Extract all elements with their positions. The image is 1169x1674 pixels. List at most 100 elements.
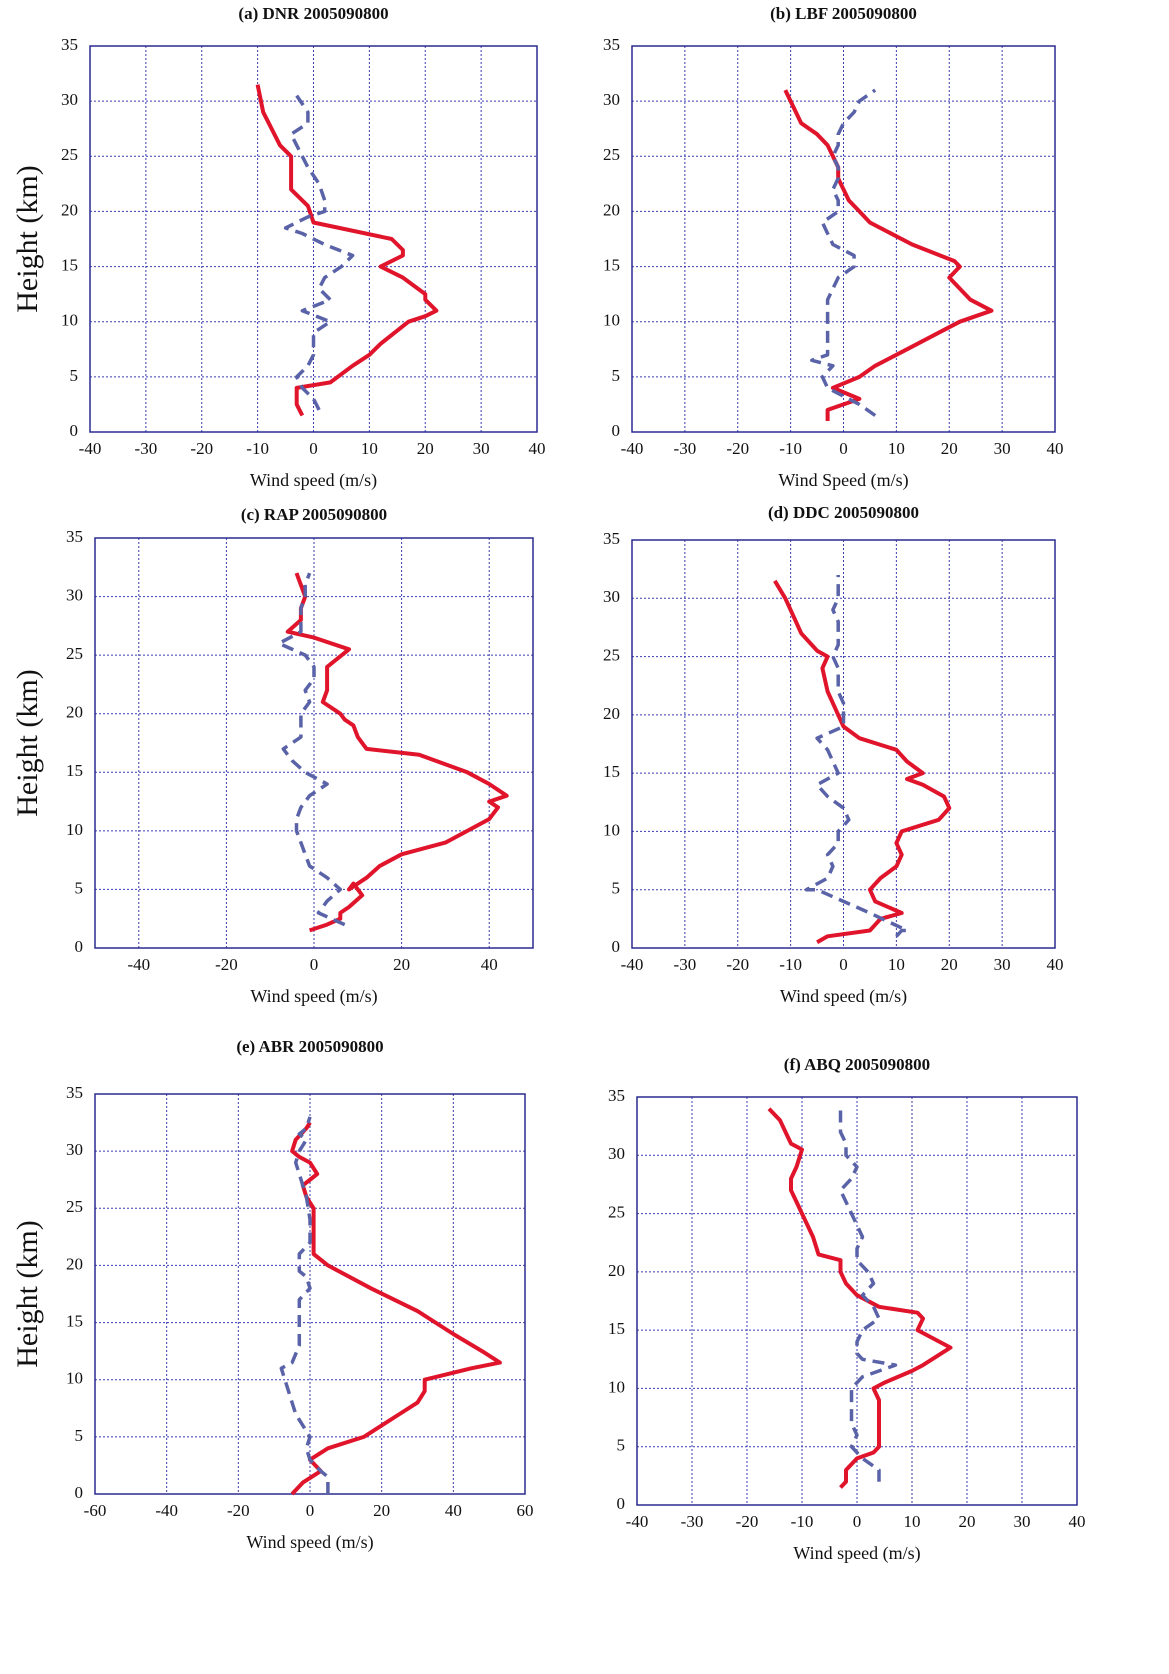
solid-profile xyxy=(290,1121,502,1496)
plot-frame xyxy=(94,1093,526,1495)
panel: (f) ABQ 2005090800 -40 -30 -20 -10 0 10 20 30 40 0… xyxy=(608,1055,1086,1564)
panel-title: (f) ABQ 2005090800 xyxy=(784,1055,930,1074)
plot-frame xyxy=(89,45,538,433)
x-tick-label: 10 xyxy=(888,955,905,974)
y-tick-label: 35 xyxy=(608,1086,625,1105)
y-tick-label: 5 xyxy=(75,1426,84,1445)
x-tick-label: -20 xyxy=(736,1512,759,1531)
x-tick-label: 20 xyxy=(941,955,958,974)
y-tick-label: 25 xyxy=(603,645,620,664)
y-axis-label: Height (km) xyxy=(11,165,44,312)
x-tick-label: 20 xyxy=(417,439,434,458)
x-tick-label: -10 xyxy=(779,439,802,458)
y-tick-label: 5 xyxy=(75,878,84,897)
y-tick-label: 0 xyxy=(75,1483,84,1502)
x-tick-label: 10 xyxy=(888,439,905,458)
panel-title: (d) DDC 2005090800 xyxy=(768,503,919,522)
x-axis-label: Wind speed (m/s) xyxy=(250,986,377,1007)
y-tick-label: 5 xyxy=(70,366,79,385)
y-tick-label: 20 xyxy=(61,200,78,219)
x-tick-label: 40 xyxy=(529,439,546,458)
x-tick-label: 20 xyxy=(393,955,410,974)
plot-frame xyxy=(631,539,1056,949)
x-tick-label: -40 xyxy=(79,439,102,458)
x-tick-label: -60 xyxy=(84,1501,107,1520)
y-tick-label: 5 xyxy=(617,1436,626,1455)
plot-frame xyxy=(631,45,1056,433)
dashed-profile xyxy=(810,88,877,417)
y-tick-label: 5 xyxy=(612,366,621,385)
y-tick-label: 15 xyxy=(603,255,620,274)
y-tick-label: 25 xyxy=(61,145,78,164)
x-tick-label: 0 xyxy=(853,1512,862,1531)
x-tick-label: 20 xyxy=(373,1501,390,1520)
y-tick-label: 25 xyxy=(608,1202,625,1221)
x-tick-label: 40 xyxy=(1047,955,1064,974)
y-tick-label: 0 xyxy=(70,421,79,440)
panel-title: (b) LBF 2005090800 xyxy=(770,4,917,23)
y-tick-label: 15 xyxy=(66,1311,83,1330)
solid-profile xyxy=(783,89,994,421)
y-tick-label: 10 xyxy=(603,311,620,330)
y-tick-label: 20 xyxy=(603,200,620,219)
y-tick-label: 5 xyxy=(612,879,621,898)
x-tick-label: 20 xyxy=(959,1512,976,1531)
x-tick-label: -30 xyxy=(674,439,697,458)
y-tick-label: 20 xyxy=(603,704,620,723)
x-tick-label: 60 xyxy=(517,1501,534,1520)
plot-frame xyxy=(636,1096,1078,1506)
panel: (d) DDC 2005090800 -40 -30 -20 -10 0 10 20 30 40 0… xyxy=(603,503,1064,1007)
x-tick-label: 40 xyxy=(1047,439,1064,458)
x-tick-label: 30 xyxy=(1014,1512,1031,1531)
x-tick-label: -20 xyxy=(227,1501,250,1520)
y-tick-label: 10 xyxy=(66,1369,83,1388)
x-tick-label: -40 xyxy=(621,439,644,458)
y-tick-label: 35 xyxy=(603,35,620,54)
y-tick-label: 25 xyxy=(66,644,83,663)
panel-title: (e) ABR 2005090800 xyxy=(236,1037,383,1056)
x-tick-label: -30 xyxy=(674,955,697,974)
y-tick-label: 30 xyxy=(61,90,78,109)
panel-title: (a) DNR 2005090800 xyxy=(238,4,388,23)
x-tick-label: 0 xyxy=(839,955,848,974)
y-tick-label: 0 xyxy=(612,937,621,956)
x-tick-label: -10 xyxy=(779,955,802,974)
x-axis-label: Wind speed (m/s) xyxy=(793,1543,920,1564)
x-tick-label: -20 xyxy=(190,439,213,458)
solid-profile xyxy=(773,579,952,944)
x-tick-label: 0 xyxy=(306,1501,315,1520)
x-tick-label: 0 xyxy=(309,439,318,458)
x-tick-label: 20 xyxy=(941,439,958,458)
dashed-profile xyxy=(277,572,346,927)
x-tick-label: -30 xyxy=(135,439,158,458)
y-tick-label: 20 xyxy=(66,1254,83,1273)
y-tick-label: 10 xyxy=(603,820,620,839)
x-tick-label: -20 xyxy=(726,955,749,974)
x-tick-label: 40 xyxy=(445,1501,462,1520)
x-tick-label: -30 xyxy=(681,1512,704,1531)
x-tick-label: 30 xyxy=(473,439,490,458)
solid-profile xyxy=(255,84,439,417)
x-axis-label: Wind speed (m/s) xyxy=(780,986,907,1007)
y-tick-label: 0 xyxy=(617,1494,626,1513)
y-tick-label: 25 xyxy=(66,1197,83,1216)
x-axis-label: Wind speed (m/s) xyxy=(246,1532,373,1553)
x-tick-label: 40 xyxy=(481,955,498,974)
y-tick-label: 0 xyxy=(612,421,621,440)
panel: (c) RAP 2005090800 -40 -20 0 20 40 0 5 10 15 20 25 3… xyxy=(11,505,534,1007)
x-tick-label: 30 xyxy=(994,439,1011,458)
panel: (a) DNR 2005090800 -40 -30 -20 -10 0 10 20 30 40 0… xyxy=(11,4,546,491)
solid-profile xyxy=(285,572,509,933)
y-tick-label: 30 xyxy=(603,90,620,109)
y-tick-label: 30 xyxy=(66,585,83,604)
dashed-profile xyxy=(283,94,355,411)
y-tick-label: 20 xyxy=(608,1261,625,1280)
x-tick-label: -40 xyxy=(626,1512,649,1531)
y-tick-label: 15 xyxy=(608,1319,625,1338)
solid-profile xyxy=(767,1107,953,1489)
x-tick-label: 0 xyxy=(310,955,319,974)
y-tick-label: 20 xyxy=(66,703,83,722)
x-tick-label: -10 xyxy=(791,1512,814,1531)
x-tick-label: -40 xyxy=(621,955,644,974)
y-tick-label: 10 xyxy=(66,820,83,839)
